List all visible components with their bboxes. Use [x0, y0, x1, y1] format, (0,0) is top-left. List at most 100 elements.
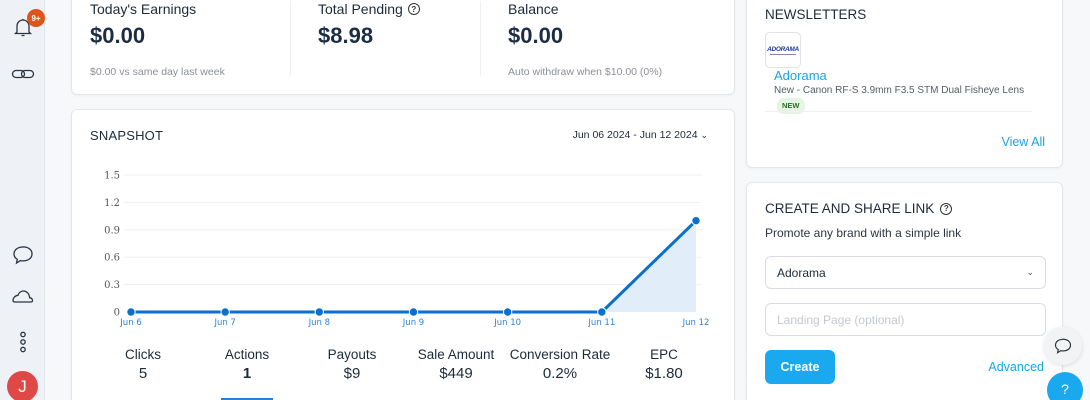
messages-button[interactable] — [11, 243, 35, 267]
chat-support-button[interactable] — [1044, 327, 1082, 365]
notifications-button[interactable] — [11, 15, 35, 39]
metric-value: 1 — [242, 365, 252, 382]
y-tick-label: 0.9 — [104, 225, 120, 236]
landing-page-input[interactable] — [765, 303, 1046, 336]
logo-underline — [770, 53, 796, 55]
newsletter-brand-link[interactable]: Adorama — [774, 68, 827, 83]
divider — [290, 1, 291, 76]
chat-icon — [1054, 338, 1072, 354]
divider — [765, 111, 1032, 112]
total-pending-label: Total Pending ? — [318, 1, 420, 17]
total-pending-value: $8.98 — [318, 23, 374, 48]
metric-tab-actions[interactable]: Actions 1 — [187, 347, 307, 382]
newsletters-card: NEWSLETTERS ADORAMA Adorama New - Canon … — [746, 0, 1063, 168]
x-tick-label: Jun 9 — [402, 318, 424, 328]
cloud-button[interactable] — [11, 284, 35, 308]
y-tick-label: 0.6 — [104, 253, 120, 264]
snapshot-title: SNAPSHOT — [90, 128, 164, 143]
help-icon[interactable]: ? — [940, 202, 953, 215]
metric-tab-payouts[interactable]: Payouts $9 — [292, 347, 412, 382]
actions-chart: 0 0.3 0.6 0.9 1.2 1.5 Jun 6 Jun 7 Jun 8 Jun 9 Jun … — [104, 171, 710, 329]
metric-value: 5 — [138, 365, 148, 382]
chart-area — [131, 220, 696, 312]
newsletter-item[interactable]: New - Canon RF-S 3.9mm F3.5 STM Dual Fis… — [774, 84, 1034, 114]
link-icon — [11, 69, 35, 79]
snapshot-card: SNAPSHOT Jun 06 2024 - Jun 12 2024 ⌄ 0 0.… — [71, 109, 735, 400]
help-icon[interactable]: ? — [407, 3, 420, 15]
data-point[interactable] — [502, 307, 513, 317]
advanced-link[interactable]: Advanced — [988, 360, 1044, 374]
chevron-down-icon: ⌄ — [700, 130, 708, 140]
brand-select[interactable]: Adorama ⌄ — [765, 256, 1046, 289]
create-button[interactable]: Create — [765, 350, 835, 384]
todays-earnings-comparison: $0.00 vs same day last week — [90, 66, 225, 78]
todays-earnings-label: Today's Earnings — [90, 1, 196, 17]
x-tick-label: Jun 10 — [493, 318, 521, 328]
y-tick-label: 0 — [114, 308, 120, 319]
newsletters-title: NEWSLETTERS — [765, 7, 867, 22]
newsletter-description: New - Canon RF-S 3.9mm F3.5 STM Dual Fis… — [774, 85, 1025, 96]
y-tick-label: 0.3 — [104, 280, 120, 291]
metric-value: $9 — [343, 365, 361, 382]
y-tick-label: 1.5 — [104, 171, 120, 182]
metric-tab-conversion-rate[interactable]: Conversion Rate 0.2% — [500, 347, 620, 382]
create-link-subtitle: Promote any brand with a simple link — [765, 226, 962, 240]
data-point[interactable] — [314, 307, 325, 317]
metric-value: 0.2% — [542, 365, 578, 382]
data-point[interactable] — [597, 307, 607, 317]
chat-icon — [13, 246, 33, 265]
balance-value: $0.00 — [508, 23, 564, 48]
data-point[interactable] — [220, 307, 230, 317]
x-tick-label: Jun 7 — [213, 318, 235, 328]
sidebar: 9+ J — [0, 0, 45, 400]
create-link-card: CREATE AND SHARE LINK ? Promote any bran… — [746, 182, 1063, 400]
balance-label: Balance — [508, 1, 559, 17]
notification-badge: 9+ — [27, 9, 45, 27]
active-tab-indicator — [221, 398, 273, 400]
more-vertical-icon — [20, 331, 26, 353]
metric-label: Conversion Rate — [509, 347, 611, 362]
chevron-down-icon: ⌄ — [1026, 267, 1034, 277]
create-link-title-text: CREATE AND SHARE LINK — [765, 201, 935, 216]
metric-label: EPC — [650, 347, 678, 362]
metric-value: $449 — [439, 365, 473, 382]
y-tick-label: 1.2 — [104, 198, 120, 209]
date-range-text: Jun 06 2024 - Jun 12 2024 — [572, 129, 698, 141]
todays-earnings-value: $0.00 — [90, 23, 146, 48]
metric-label: Payouts — [327, 347, 377, 362]
view-all-link[interactable]: View All — [1001, 135, 1045, 149]
auto-withdraw-note: Auto withdraw when $10.00 (0%) — [508, 66, 663, 78]
earnings-card: Today's Earnings $0.00 $0.00 vs same day… — [71, 0, 735, 95]
brand-logo[interactable]: ADORAMA — [765, 32, 801, 68]
create-link-title: CREATE AND SHARE LINK ? — [765, 201, 953, 216]
bell-icon — [13, 19, 33, 37]
links-button[interactable] — [11, 62, 35, 86]
brand-logo-text: ADORAMA — [767, 45, 799, 53]
brand-select-value: Adorama — [777, 265, 826, 280]
cloud-icon — [12, 290, 34, 303]
x-tick-label: Jun 6 — [119, 318, 141, 328]
data-point[interactable] — [126, 307, 136, 317]
more-button[interactable] — [11, 330, 35, 354]
metric-label: Actions — [224, 347, 270, 362]
total-pending-label-text: Total Pending — [318, 1, 403, 17]
data-point[interactable] — [691, 215, 701, 226]
balance-label-text: Balance — [508, 1, 559, 17]
metrics-tabs: Clicks 5 Actions 1 Payouts $9 Sale Amount $449 C… — [90, 347, 730, 400]
metric-tab-epc[interactable]: EPC $1.80 — [604, 347, 724, 382]
x-tick-label: Jun 12 — [682, 318, 710, 328]
x-tick-label: Jun 11 — [587, 318, 615, 328]
metric-label: Clicks — [125, 347, 161, 362]
new-badge: NEW — [777, 98, 805, 114]
chart-line — [131, 219, 698, 314]
avatar[interactable]: J — [7, 371, 38, 400]
metric-tab-clicks[interactable]: Clicks 5 — [83, 347, 203, 382]
metric-value: $1.80 — [645, 365, 683, 382]
help-button[interactable]: ? — [1047, 372, 1083, 400]
x-tick-label: Jun 8 — [308, 318, 330, 328]
date-range-picker[interactable]: Jun 06 2024 - Jun 12 2024 ⌄ — [573, 129, 708, 141]
metric-tab-sale-amount[interactable]: Sale Amount $449 — [396, 347, 516, 382]
data-point[interactable] — [408, 307, 419, 317]
metric-label: Sale Amount — [417, 347, 495, 362]
todays-earnings-label-text: Today's Earnings — [90, 1, 197, 17]
